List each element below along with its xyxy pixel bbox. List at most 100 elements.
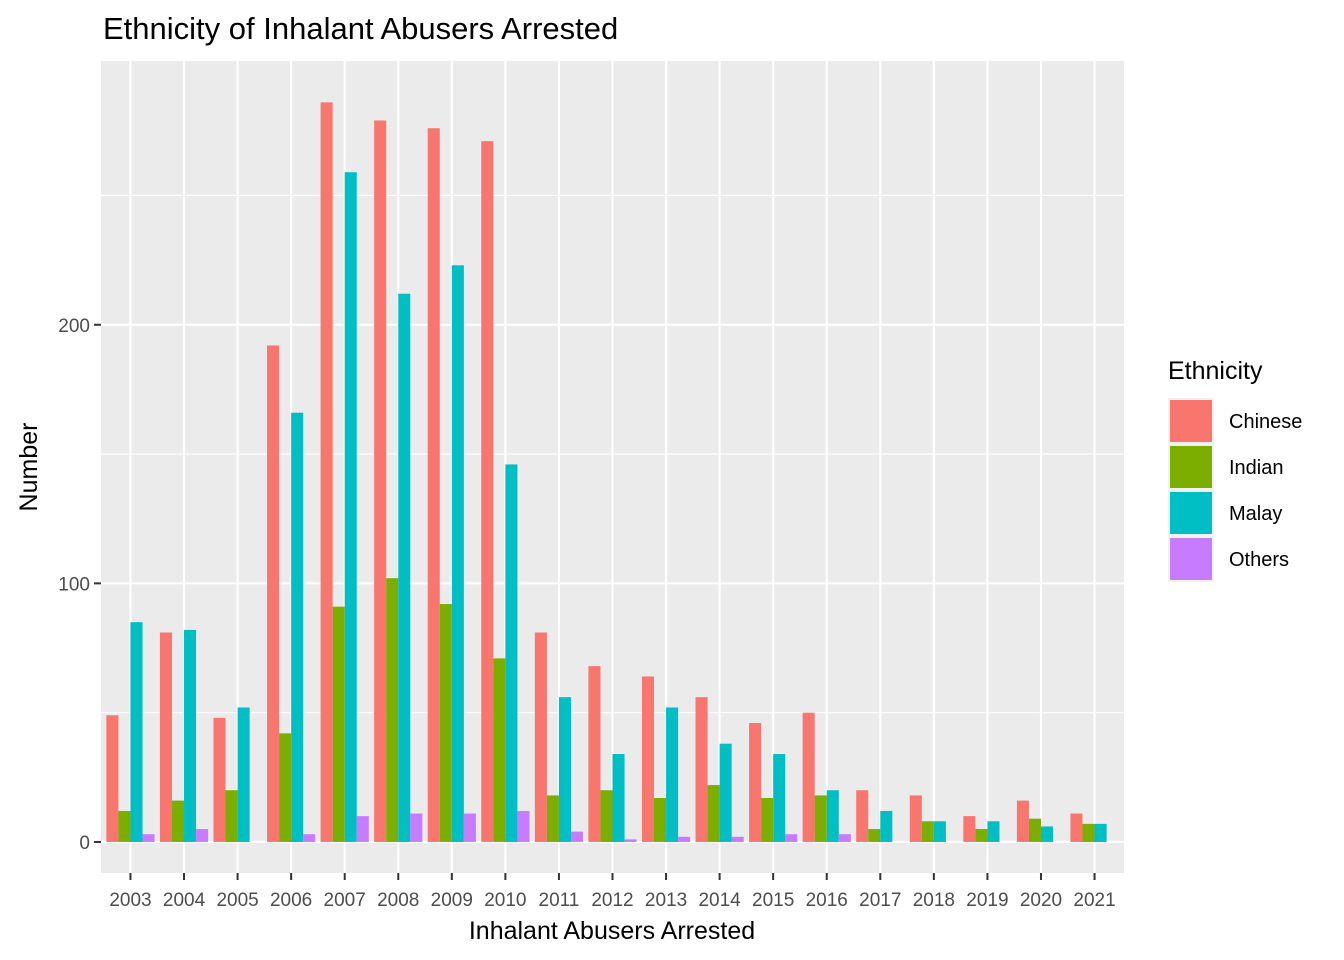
bar-indian-2018 (921, 821, 934, 842)
bars (106, 102, 1107, 842)
bar-chinese-2015 (749, 723, 762, 842)
bar-indian-2007 (332, 606, 345, 842)
bar-malay-2016 (826, 790, 839, 842)
bar-indian-2020 (1028, 818, 1041, 842)
bar-indian-2016 (814, 795, 827, 842)
bar-malay-2004 (184, 629, 197, 842)
x-tick-label: 2005 (216, 890, 258, 911)
bar-indian-2012 (600, 790, 613, 842)
y-axis-title: Number (15, 423, 43, 512)
bar-chinese-2011 (534, 632, 547, 842)
y-tick-label: 100 (58, 574, 90, 595)
chart-title: Ethnicity of Inhalant Abusers Arrested (103, 11, 618, 46)
bar-others-2006 (303, 834, 316, 842)
bar-chinese-2010 (481, 141, 494, 842)
bar-others-2007 (356, 816, 369, 842)
x-tick-label: 2017 (859, 890, 901, 911)
bar-chinese-2014 (695, 697, 708, 842)
x-tick-label: 2003 (109, 890, 151, 911)
bar-malay-2018 (933, 821, 946, 842)
x-axis-title: Inhalant Abusers Arrested (469, 917, 755, 945)
bar-chinese-2013 (641, 676, 655, 842)
legend-title: Ethnicity (1168, 357, 1263, 385)
bar-indian-2008 (386, 578, 399, 842)
bar-others-2011 (570, 831, 584, 842)
bar-indian-2003 (118, 810, 131, 842)
x-tick-label: 2008 (377, 890, 419, 911)
legend-label-malay: Malay (1229, 503, 1282, 525)
bar-indian-2010 (493, 658, 506, 842)
bar-others-2009 (463, 813, 476, 842)
x-tick-label: 2018 (913, 890, 955, 911)
bar-chinese-2008 (374, 120, 387, 842)
x-tick-label: 2021 (1073, 890, 1115, 911)
bar-indian-2009 (439, 604, 452, 842)
x-tick-label: 2020 (1020, 890, 1062, 911)
bar-indian-2014 (707, 785, 720, 842)
bar-others-2010 (517, 810, 530, 842)
bar-chinese-2018 (909, 795, 922, 842)
bar-chinese-2012 (588, 666, 601, 842)
bar-others-2016 (838, 834, 851, 842)
bar-others-2003 (142, 834, 155, 842)
bar-malay-2008 (398, 293, 411, 842)
bar-others-2014 (731, 836, 744, 842)
bar-chinese-2017 (856, 790, 869, 842)
bar-chinese-2003 (106, 715, 119, 842)
bar-others-2012 (624, 839, 637, 842)
bar-chinese-2016 (802, 712, 815, 842)
y-tick-label: 200 (58, 316, 90, 337)
legend-label-indian: Indian (1229, 457, 1284, 479)
bar-indian-2006 (279, 733, 292, 842)
bar-malay-2019 (987, 821, 1000, 842)
x-tick-label: 2015 (752, 890, 794, 911)
bar-others-2015 (785, 834, 798, 842)
legend-key-indian (1170, 446, 1212, 488)
legend-key-chinese (1170, 400, 1212, 442)
x-tick-label: 2016 (806, 890, 848, 911)
legend-key-others (1170, 538, 1212, 580)
x-tick-label: 2014 (698, 890, 741, 911)
x-tick-label: 2007 (324, 890, 366, 911)
bar-malay-2021 (1094, 823, 1107, 842)
x-tick-label: 2011 (539, 890, 580, 911)
bar-malay-2011 (558, 697, 571, 842)
bar-chinese-2007 (320, 102, 333, 842)
legend-key-malay (1170, 492, 1212, 534)
x-tick-label: 2019 (966, 890, 1008, 911)
y-axis: 0 100 200 (58, 316, 101, 854)
bar-indian-2013 (654, 798, 667, 842)
x-tick-label: 2013 (645, 890, 687, 911)
bar-others-2004 (196, 829, 209, 842)
bar-malay-2013 (666, 707, 679, 842)
x-tick-label: 2010 (484, 890, 526, 911)
bar-chinese-2009 (427, 128, 440, 842)
bar-malay-2005 (237, 707, 250, 842)
bar-chinese-2019 (963, 816, 976, 842)
bar-malay-2015 (773, 754, 786, 842)
bar-indian-2004 (171, 800, 185, 842)
legend: Ethnicity Chinese Indian Malay Others (1168, 357, 1302, 582)
bar-malay-2014 (719, 743, 732, 842)
bar-malay-2003 (130, 622, 143, 842)
legend-label-others: Others (1229, 549, 1289, 571)
y-tick-label: 0 (79, 833, 90, 854)
bar-chinese-2021 (1070, 813, 1083, 842)
bar-malay-2017 (880, 810, 893, 842)
x-tick-label: 2004 (163, 890, 206, 911)
bar-malay-2020 (1040, 826, 1054, 842)
bar-malay-2012 (612, 754, 625, 842)
x-tick-label: 2009 (431, 890, 473, 911)
bar-others-2008 (410, 813, 423, 842)
bar-malay-2006 (291, 412, 304, 842)
bar-indian-2015 (761, 798, 774, 842)
bar-indian-2011 (546, 795, 559, 842)
bar-malay-2007 (344, 172, 357, 842)
bar-chinese-2005 (213, 717, 226, 842)
bar-indian-2017 (868, 829, 881, 842)
bar-indian-2005 (225, 790, 238, 842)
bar-indian-2019 (975, 829, 988, 842)
x-tick-label: 2012 (591, 890, 633, 911)
bar-indian-2021 (1082, 823, 1095, 842)
